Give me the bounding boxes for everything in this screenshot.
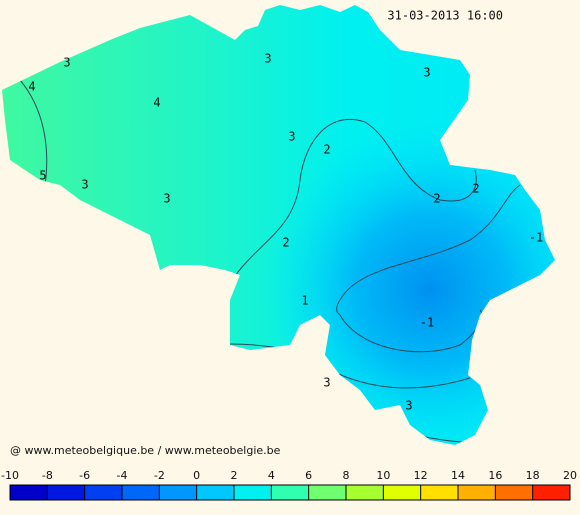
contour-label: 2 [282, 236, 289, 250]
colorbar-label: -4 [117, 469, 128, 482]
colorbar-segment [122, 485, 160, 500]
contour-label: 3 [163, 192, 170, 206]
colorbar-label: 12 [414, 469, 428, 482]
colorbar-label: 0 [193, 469, 200, 482]
colorbar-segment [495, 485, 533, 500]
colorbar-label: -6 [79, 469, 90, 482]
colorbar-label: 2 [231, 469, 238, 482]
colorbar-segment [383, 485, 421, 500]
colorbar-label: 14 [451, 469, 465, 482]
colorbar-label: -8 [42, 469, 53, 482]
colorbar-segment [346, 485, 384, 500]
colorbar-label: -2 [154, 469, 165, 482]
contour-label: 2 [433, 192, 440, 206]
colorbar-label: 18 [526, 469, 540, 482]
colorbar-segment [458, 485, 496, 500]
contour-label: 2 [323, 143, 330, 157]
contour-label: 2 [472, 182, 479, 196]
colorbar-segment [271, 485, 309, 500]
contour-label: 3 [323, 376, 330, 390]
colorbar-label: 10 [376, 469, 390, 482]
timestamp: 31-03-2013 16:00 [387, 9, 503, 23]
colorbar-label: 8 [343, 469, 350, 482]
contour-label: -1 [529, 231, 543, 245]
colorbar: -10 -8 -6 -4 -2 0 2 4 6 8 10 12 14 16 18 20 [1, 469, 577, 501]
contour-label: -1 [420, 316, 434, 330]
colorbar-segment [420, 485, 458, 500]
contour-label: 3 [81, 178, 88, 192]
contour-label: 3 [264, 52, 271, 66]
colorbar-segment [308, 485, 346, 500]
colorbar-label: 6 [305, 469, 312, 482]
colorbar-label: -10 [1, 469, 19, 482]
contour-label: 3 [288, 130, 295, 144]
contour-label: 4 [28, 80, 35, 94]
colorbar-label: 16 [488, 469, 502, 482]
contour-label: 5 [39, 169, 46, 183]
colorbar-segment [10, 485, 48, 500]
colorbar-segment [532, 485, 570, 500]
colorbar-label: 20 [563, 469, 577, 482]
contour-label: 3 [405, 399, 412, 413]
belgium [2, 5, 555, 445]
credit: @ www.meteobelgique.be / www.meteobelgie… [10, 444, 281, 457]
colorbar-segment [84, 485, 122, 500]
contour-label: 3 [423, 66, 430, 80]
colorbar-segment [196, 485, 234, 500]
colorbar-segment [159, 485, 197, 500]
contour-label: 4 [153, 96, 160, 110]
contour-label: 3 [63, 56, 70, 70]
contour-labels: 3 4 4 5 3 3 3 3 3 2 2 2 2 -1 1 -1 3 3 [28, 52, 543, 413]
colorbar-segment [234, 485, 272, 500]
colorbar-label: 4 [268, 469, 275, 482]
contour-label: 1 [301, 294, 308, 308]
colorbar-segment [47, 485, 85, 500]
